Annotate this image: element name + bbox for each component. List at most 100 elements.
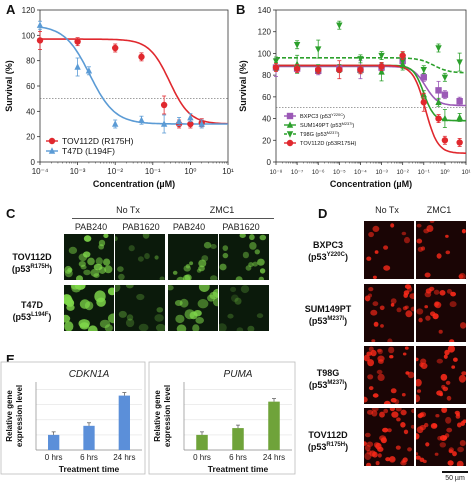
panel-c-row-label: TOV112D (p53R175H) xyxy=(2,252,62,274)
data-point xyxy=(378,52,385,60)
data-point xyxy=(336,66,343,73)
micrograph-cells xyxy=(64,285,114,331)
legend-entry: BXPC3 (p53Y220C) xyxy=(300,112,345,120)
x-axis-label: Concentration (µM) xyxy=(330,179,412,189)
y-axis-label: Survival (%) xyxy=(238,60,248,112)
data-point xyxy=(48,137,56,145)
x-tick-label: 10⁻² xyxy=(107,167,123,176)
panel-letter-a: A xyxy=(6,2,16,17)
micrograph-t47d-notx-pab1620 xyxy=(115,285,165,331)
mutation-label: (p53L194F) xyxy=(12,312,52,322)
micrograph-cells xyxy=(115,234,165,280)
y-tick-label: 140 xyxy=(258,6,272,15)
panel-c-antibody-label: PAB240 xyxy=(74,222,108,232)
panel-c-header-no-tx: No Tx xyxy=(116,205,140,215)
micrograph-cells xyxy=(364,284,414,342)
scale-bar-label: 50 µm xyxy=(445,475,465,482)
panel-c-divider-no-tx xyxy=(72,218,180,219)
data-point xyxy=(286,121,294,128)
y-tick-label: 0 xyxy=(267,158,272,167)
data-point xyxy=(456,113,463,121)
data-point xyxy=(48,147,56,154)
micrograph-cells xyxy=(219,234,267,280)
micrograph-tov112d-zmc1-pab240 xyxy=(168,234,218,280)
y-axis-label: Relative gene xyxy=(5,390,14,442)
series-fit-curve xyxy=(39,26,228,125)
series-fit-curve xyxy=(276,57,466,74)
cell-line-name: BXPC3 xyxy=(312,240,343,250)
mutation-label: (p53R175H) xyxy=(11,264,53,274)
micrograph-tov112d-notx xyxy=(364,408,414,466)
cell-line-name: T47D xyxy=(20,300,43,310)
panel-letter-b: B xyxy=(236,2,246,17)
panel-d-header-no-tx: No Tx xyxy=(375,205,399,215)
y-tick-label: 100 xyxy=(22,31,36,40)
data-point xyxy=(441,74,449,82)
mutation-label: (p53R175H) xyxy=(307,442,349,452)
data-point xyxy=(160,101,168,109)
micrograph-tov112d-notx-pab1620 xyxy=(115,234,165,280)
data-point xyxy=(435,45,442,52)
x-tick-label: 10⁰ xyxy=(184,167,196,176)
legend-entry: T47D (L194F) xyxy=(62,146,115,156)
micrograph-cells xyxy=(172,241,218,280)
data-point xyxy=(36,21,44,28)
panel-c-divider-zmc1 xyxy=(168,218,274,219)
data-point xyxy=(336,22,343,29)
mutation-label: (p53M237I) xyxy=(308,316,348,326)
micrograph-t98g-notx xyxy=(364,346,414,404)
bar xyxy=(48,434,60,450)
x-tick-label: 10⁻⁵ xyxy=(333,169,346,176)
legend-entry: TOV112D (R175H) xyxy=(62,136,134,146)
chart-title: CDKN1A xyxy=(69,369,110,380)
y-tick-label: 60 xyxy=(262,93,271,102)
data-point xyxy=(456,139,463,146)
micrograph-bxpc3-zmc1 xyxy=(416,221,466,279)
legend-entry: SUM149PT (p53M237I) xyxy=(300,121,354,129)
micrograph-cells xyxy=(416,286,466,342)
bar xyxy=(268,401,280,450)
data-point xyxy=(441,137,449,144)
y-tick-label: 120 xyxy=(22,6,36,15)
x-tick-label: 10⁻² xyxy=(397,169,409,176)
data-point xyxy=(198,120,205,127)
mutation-label: (p53Y220C) xyxy=(308,252,348,262)
data-point xyxy=(293,65,301,72)
x-tick-label: 10⁻³ xyxy=(375,169,387,176)
data-point xyxy=(187,120,194,128)
panel-c-row-label: T47D (p53L194F) xyxy=(2,300,62,322)
data-point xyxy=(441,114,449,122)
data-point xyxy=(357,56,364,63)
micrograph-cells xyxy=(416,221,466,279)
legend-entry: TOV112D (p53R175H) xyxy=(300,141,357,147)
data-point xyxy=(286,131,294,138)
x-tick-label: 10⁻⁴ xyxy=(354,169,367,176)
chart-title: PUMA xyxy=(224,369,253,380)
panel-e-puma-bar-chart: PUMA 0 hrs 6 hrs 24 hrs Treatment time Relati… xyxy=(148,361,296,475)
data-point xyxy=(435,87,442,94)
panel-d-row-label: BXPC3 (p53Y220C) xyxy=(296,240,360,262)
data-point xyxy=(85,67,93,74)
y-tick-label: 40 xyxy=(262,115,271,124)
panel-c-header-zmc1: ZMC1 xyxy=(209,205,235,215)
x-tick-label: 6 hrs xyxy=(229,453,247,462)
data-point xyxy=(420,74,427,81)
micrograph-cells xyxy=(168,285,218,331)
y-axis-label: Survival (%) xyxy=(4,60,14,112)
y-axis-label: expression level xyxy=(15,385,24,447)
series-fit-curve xyxy=(276,64,466,154)
bar xyxy=(232,428,244,450)
x-tick-label: 0 hrs xyxy=(45,453,63,462)
data-point xyxy=(138,116,145,123)
y-tick-label: 20 xyxy=(26,133,35,142)
panel-a-dose-response-chart: 0 20 40 60 80 100 120 10⁻⁴ 10⁻³ 10⁻² 10⁻¹ 10⁰ 10¹ Con… xyxy=(4,6,234,189)
bar xyxy=(196,434,208,450)
data-point xyxy=(420,99,427,106)
y-tick-label: 20 xyxy=(262,136,271,145)
y-tick-label: 0 xyxy=(31,158,36,167)
panel-b-dose-response-chart: 0 20 40 60 80 100 120 140 10⁻⁸ 10⁻⁷ 10⁻⁶ 10⁻⁵ 10⁻⁴ 10… xyxy=(238,6,470,189)
x-tick-label: 10⁰ xyxy=(440,169,450,176)
micrograph-cells xyxy=(219,285,264,331)
data-point xyxy=(138,53,145,61)
panel-c-antibody-label: PAB240 xyxy=(172,222,206,232)
